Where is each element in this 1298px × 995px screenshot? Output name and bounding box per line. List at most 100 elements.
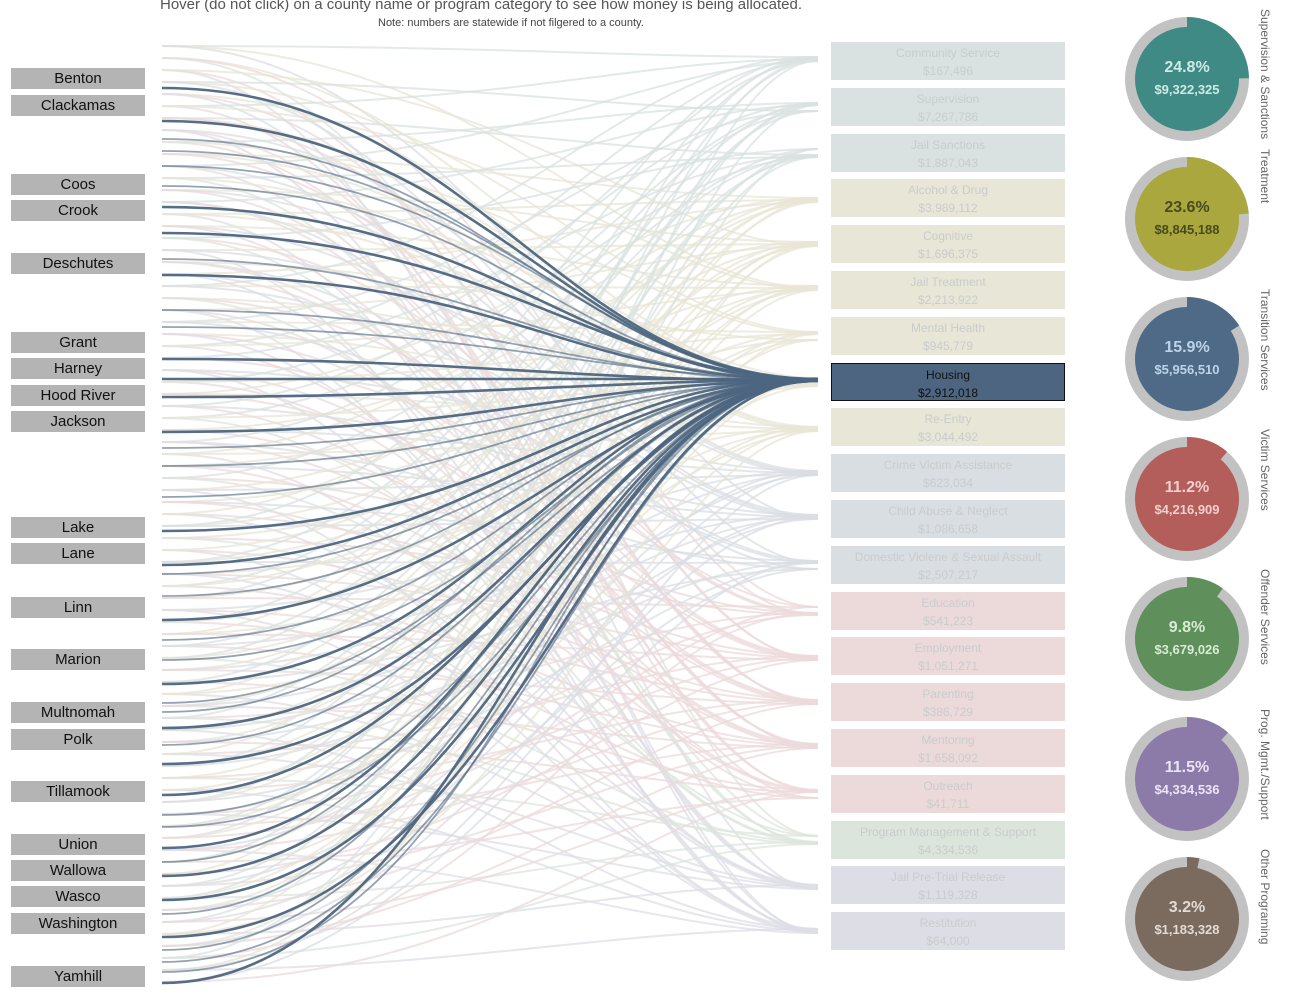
program-value: $623,034 [922, 476, 974, 490]
county-multnomah[interactable]: Multnomah [11, 702, 145, 723]
program-re-entry[interactable]: Re-Entry $3,044,492 [831, 408, 1065, 446]
program-name: Crime Victim Assistance [883, 458, 1013, 472]
county-yamhill[interactable]: Yamhill [11, 966, 145, 987]
category-label-other-programing: Other Programing [1258, 849, 1272, 945]
program-education[interactable]: Education $541,223 [831, 592, 1065, 630]
flow-background [161, 104, 819, 443]
county-grant[interactable]: Grant [11, 332, 145, 353]
donut-supervision-sanctions[interactable]: 24.8% $9,322,325 [1125, 17, 1249, 141]
flow-highlighted [161, 258, 819, 381]
flow-background [161, 56, 819, 287]
flow-highlighted [161, 379, 819, 985]
program-jail-treatment[interactable]: Jail Treatment $2,213,922 [831, 271, 1065, 309]
program-parenting[interactable]: Parenting $386,729 [831, 683, 1065, 721]
county-linn[interactable]: Linn [11, 597, 145, 618]
county-crook[interactable]: Crook [11, 200, 145, 221]
program-community-service[interactable]: Community Service $167,496 [831, 42, 1065, 80]
program-name: Outreach [923, 779, 973, 793]
county-lane[interactable]: Lane [11, 543, 145, 564]
donut-center [1135, 587, 1239, 691]
page-title: Hover (do not click) on a county name or… [160, 0, 802, 13]
county-washington[interactable]: Washington [11, 913, 145, 934]
county-wallowa[interactable]: Wallowa [11, 860, 145, 881]
donut-amount: $4,334,536 [1154, 782, 1220, 797]
flow-background [161, 154, 819, 839]
flow-background [161, 104, 819, 923]
flow-highlighted [161, 379, 819, 661]
donut-treatment[interactable]: 23.6% $8,845,188 [1125, 157, 1249, 281]
flow-background [161, 243, 819, 731]
county-tillamook[interactable]: Tillamook [11, 781, 145, 802]
program-outreach[interactable]: Outreach $41,711 [831, 775, 1065, 813]
county-coos[interactable]: Coos [11, 174, 145, 195]
flow-background [161, 56, 819, 767]
flow-highlighted [161, 378, 819, 951]
donut-center [1135, 307, 1239, 411]
program-mental-health[interactable]: Mental Health $945,779 [831, 317, 1065, 355]
program-value: $4,334,536 [917, 843, 979, 857]
program-name: Alcohol & Drug [907, 183, 989, 197]
county-deschutes[interactable]: Deschutes [11, 253, 145, 274]
category-label-supervision-sanctions: Supervision & Sanctions [1258, 9, 1272, 140]
donut-amount: $8,845,188 [1154, 222, 1220, 237]
program-housing[interactable]: Housing $2,912,018 [831, 363, 1065, 401]
program-domestic-violene-sexual-assault[interactable]: Domestic Violene & Sexual Assault $2,507,… [831, 546, 1065, 584]
county-lake[interactable]: Lake [11, 517, 145, 538]
program-child-abuse-neglect[interactable]: Child Abuse & Neglect $1,086,658 [831, 500, 1065, 538]
program-name: Employment [914, 641, 982, 655]
county-wasco[interactable]: Wasco [11, 886, 145, 907]
county-harney[interactable]: Harney [11, 358, 145, 379]
donut-percent: 9.8% [1168, 619, 1206, 636]
county-benton[interactable]: Benton [11, 68, 145, 89]
flow-background [161, 60, 819, 167]
program-name: Mental Health [910, 321, 986, 335]
flow-background [161, 287, 819, 767]
donut-other-programing[interactable]: 3.2% $1,183,328 [1125, 857, 1249, 981]
program-value: $3,989,112 [918, 201, 978, 215]
program-mentoring[interactable]: Mentoring $1,658,092 [831, 729, 1065, 767]
flow-highlighted [161, 378, 819, 641]
county-jackson[interactable]: Jackson [11, 411, 145, 432]
county-union[interactable]: Union [11, 834, 145, 855]
program-value: $3,044,492 [917, 430, 979, 444]
program-program-management-support[interactable]: Program Management & Support $4,334,536 [831, 821, 1065, 859]
donut-percent: 24.8% [1164, 59, 1210, 76]
program-name: Cognitive [922, 229, 974, 243]
flow-highlighted [161, 377, 819, 533]
flow-background [161, 430, 819, 935]
program-name: Education [921, 596, 975, 610]
donut-transition-services[interactable]: 15.9% $5,956,510 [1125, 297, 1249, 421]
flow-background [161, 789, 819, 923]
flow-background [161, 633, 819, 661]
donut-prog-mgmt-support[interactable]: 11.5% $4,334,536 [1125, 717, 1249, 841]
program-supervision[interactable]: Supervision $7,267,786 [831, 88, 1065, 126]
county-hood-river[interactable]: Hood River [11, 385, 145, 406]
program-restitution[interactable]: Restitution $64,000 [831, 912, 1065, 950]
flow-highlighted [161, 378, 819, 567]
donut-amount: $4,216,909 [1154, 502, 1220, 517]
donut-victim-services[interactable]: 11.2% $4,216,909 [1125, 437, 1249, 561]
flow-highlighted [161, 380, 819, 816]
program-value: $64,000 [926, 934, 970, 948]
county-clackamas[interactable]: Clackamas [11, 95, 145, 116]
flow-background [161, 199, 819, 935]
flow-background [161, 331, 819, 803]
program-jail-pre-trial-release[interactable]: Jail Pre-Trial Release $1,119,328 [831, 866, 1065, 904]
donut-amount: $5,956,510 [1154, 362, 1220, 377]
program-alcohol-drug[interactable]: Alcohol & Drug $3,989,112 [831, 179, 1065, 217]
county-marion[interactable]: Marion [11, 649, 145, 670]
flow-background [161, 249, 819, 476]
county-polk[interactable]: Polk [11, 729, 145, 750]
donut-center [1135, 867, 1239, 971]
flow-background [161, 729, 819, 930]
flow-background [161, 58, 819, 107]
flow-background [161, 69, 819, 247]
flow-background [161, 199, 819, 215]
program-cognitive[interactable]: Cognitive $1,696,375 [831, 225, 1065, 263]
program-employment[interactable]: Employment $1,051,271 [831, 637, 1065, 675]
donut-offender-services[interactable]: 9.8% $3,679,026 [1125, 577, 1249, 701]
program-jail-sanctions[interactable]: Jail Sanctions $1,887,043 [831, 134, 1065, 172]
program-crime-victim-assistance[interactable]: Crime Victim Assistance $623,034 [831, 454, 1065, 492]
program-name: Program Management & Support [859, 825, 1037, 839]
program-value: $1,696,375 [917, 247, 979, 261]
